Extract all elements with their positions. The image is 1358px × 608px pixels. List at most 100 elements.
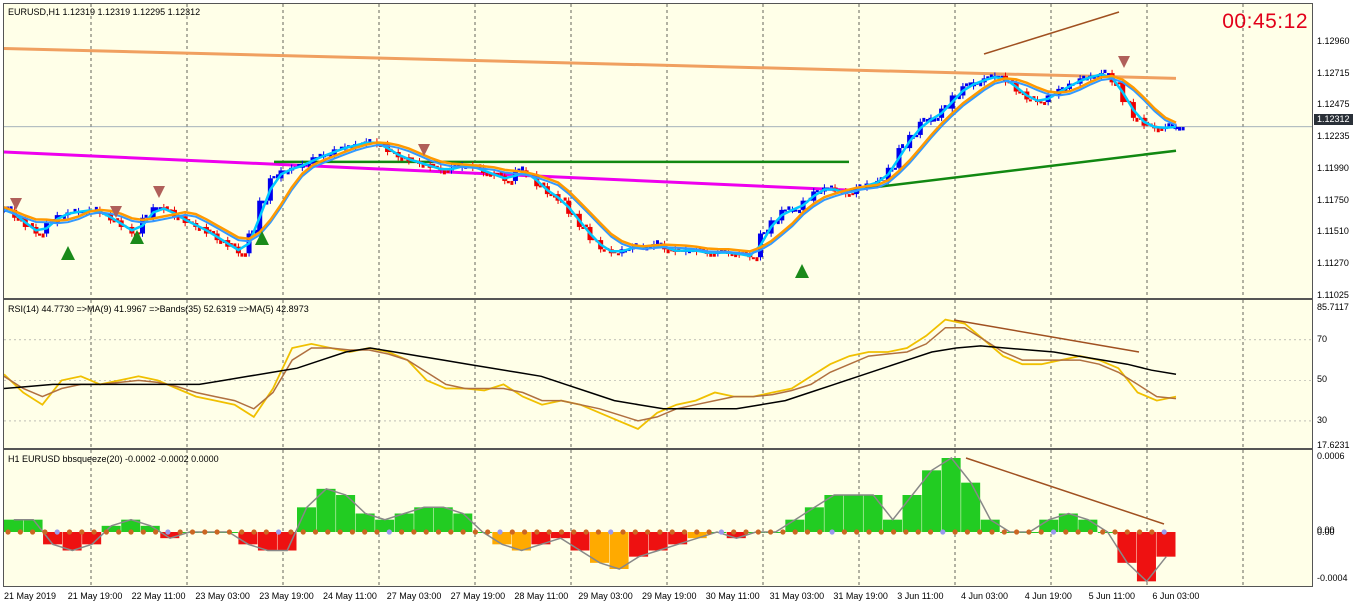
candle-body	[272, 176, 276, 179]
candle-body	[1028, 99, 1032, 102]
candle-body	[1039, 101, 1043, 104]
squeeze-dot	[91, 529, 97, 535]
rsi-scale[interactable]: 85.7117 70 50 30 17.6231	[1313, 299, 1358, 450]
squeeze-dot	[755, 529, 761, 535]
candle-body	[446, 170, 450, 173]
rsi-line	[4, 318, 1177, 431]
squeeze-dot	[79, 529, 85, 535]
squeeze-dot	[1100, 529, 1106, 535]
candle-body	[499, 171, 503, 176]
squeeze-dot	[927, 529, 934, 535]
candle-body	[1160, 128, 1164, 131]
squeeze-histogram-bar	[1058, 513, 1078, 532]
squeeze-histogram-bar	[1117, 532, 1137, 563]
squeeze-histogram-bar	[23, 519, 43, 532]
squeeze-histogram-bar	[160, 532, 180, 539]
time-axis-label: 28 May 11:00	[514, 591, 569, 601]
price-scale[interactable]: 1.12960 1.12715 1.12475 1.12235 1.11990 1.117…	[1313, 3, 1358, 300]
squeeze-dot	[989, 529, 995, 535]
scale-tick-label: -0.0004	[1317, 573, 1348, 583]
scale-tick-label: 1.12715	[1317, 67, 1350, 78]
candle-body	[755, 257, 759, 262]
sell-arrow-icon	[10, 198, 22, 210]
squeeze-dot	[226, 529, 232, 535]
squeeze-dot	[878, 529, 884, 535]
scale-tick-label: 85.7117	[1317, 302, 1349, 312]
squeeze-dot	[964, 529, 971, 535]
scale-tick-label: 0.00	[1317, 525, 1335, 535]
time-axis-label: 29 May 19:00	[642, 591, 697, 601]
squeeze-dot	[595, 529, 602, 535]
scale-tick-label: 30	[1317, 414, 1328, 425]
time-axis-label: 6 Jun 03:00	[1152, 591, 1200, 601]
sell-arrow-icon	[110, 206, 122, 218]
candle-body	[62, 215, 66, 219]
squeeze-histogram-bar	[843, 495, 863, 532]
candle-body	[1178, 127, 1182, 131]
time-axis-label: 27 May 19:00	[450, 591, 506, 601]
rsi-bands-line	[4, 345, 1177, 410]
candle-body	[794, 209, 798, 212]
squeeze-dot	[66, 529, 73, 535]
rsi-indicator-pane[interactable]: RSI(14) 44.7730 =>MA(9) 41.9967 =>Bands(…	[3, 299, 1313, 449]
squeeze-dot	[128, 529, 134, 535]
time-axis-label: 4 Jun 19:00	[1024, 591, 1072, 601]
squeeze-dot	[177, 529, 183, 535]
candle-body	[244, 253, 248, 257]
candle-body	[542, 182, 546, 187]
squeeze-dot	[140, 529, 146, 535]
candle-body	[496, 172, 500, 176]
time-axis-label: 29 May 03:00	[578, 591, 633, 601]
bbsqueeze-chart-svg	[4, 450, 1244, 586]
scale-tick-label: 1.11750	[1317, 194, 1349, 205]
candle-body	[968, 82, 972, 87]
ma-long-line	[4, 46, 1177, 80]
squeeze-dot	[1063, 529, 1069, 535]
time-axis-label: 27 May 03:00	[386, 591, 442, 601]
squeeze-dot	[423, 529, 429, 535]
time-axis[interactable]: 21 May 2019 21 May 19:00 22 May 11:00 23 Ma…	[0, 587, 1358, 608]
scale-tick-label: 1.12235	[1317, 130, 1350, 141]
candle-body	[219, 240, 223, 244]
candle-body	[1167, 123, 1171, 128]
candle-body	[176, 216, 180, 221]
scale-tick-label: 50	[1317, 374, 1328, 385]
squeeze-histogram-bar	[101, 525, 121, 532]
squeeze-dot	[706, 529, 712, 535]
buy-arrow-icon	[130, 230, 144, 244]
candle-body	[1011, 78, 1015, 83]
candle-body	[815, 190, 819, 193]
candle-body	[275, 174, 279, 179]
squeeze-histogram-bar	[1136, 532, 1156, 582]
squeeze-dot	[583, 529, 589, 535]
squeeze-histogram-bar	[257, 532, 277, 551]
price-chart-pane[interactable]: EURUSD,H1 1.12319 1.12319 1.12295 1.1231…	[3, 3, 1313, 299]
candle-body	[936, 117, 940, 121]
squeeze-dot	[1087, 529, 1093, 535]
candle-body	[254, 229, 258, 234]
squeeze-dot	[337, 529, 343, 535]
candle-body	[1117, 82, 1121, 85]
squeeze-dot	[792, 529, 798, 535]
squeeze-dot	[1149, 529, 1155, 535]
sell-arrow-icon	[1118, 56, 1130, 68]
candle-body	[932, 117, 936, 122]
candle-body	[858, 184, 862, 188]
squeeze-dot	[952, 529, 958, 535]
time-axis-label: 31 May 19:00	[833, 591, 888, 601]
bbsqueeze-indicator-pane[interactable]: H1 EURUSD bbsqueeze(20) -0.0002 -0.0002 …	[3, 449, 1313, 587]
squeeze-dot	[768, 529, 774, 535]
squeeze-dot	[263, 529, 269, 535]
candle-body	[400, 157, 404, 161]
squeeze-dot	[17, 529, 23, 535]
candle-body	[783, 209, 787, 212]
squeeze-dot	[657, 529, 663, 535]
time-axis-label: 21 May 19:00	[67, 591, 123, 601]
bbsqueeze-scale[interactable]: 0.0006 0.00 0.00 -0.0004	[1313, 449, 1358, 587]
squeeze-dot	[522, 529, 528, 535]
squeeze-dot	[681, 529, 688, 535]
candle-body	[1103, 69, 1107, 74]
candle-body	[485, 173, 489, 177]
squeeze-dot	[866, 529, 872, 535]
